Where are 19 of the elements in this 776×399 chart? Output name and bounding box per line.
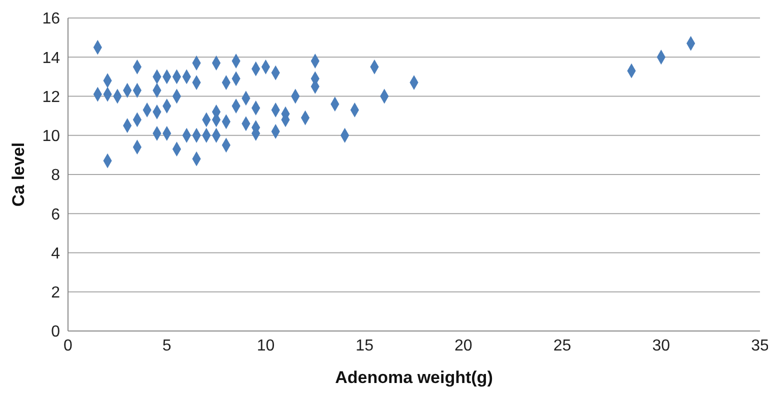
y-axis-title: Ca level: [9, 142, 28, 207]
x-tick-label: 20: [454, 337, 472, 354]
x-axis-title: Adenoma weight(g): [335, 368, 493, 388]
y-tick-label: 0: [51, 324, 60, 341]
x-tick-label: 30: [652, 337, 670, 354]
x-tick-label: 5: [162, 337, 172, 354]
x-tick-label: 15: [356, 337, 374, 354]
x-tick-label: 0: [64, 337, 73, 354]
x-tick-label: 35: [751, 337, 769, 354]
y-tick-label: 14: [42, 50, 60, 67]
y-tick-label: 8: [51, 167, 60, 184]
y-tick-label: 16: [42, 10, 60, 28]
y-tick-label: 10: [42, 128, 60, 146]
y-tick-label: 6: [51, 206, 60, 224]
y-tick-label: 4: [51, 245, 60, 262]
y-tick-label: 12: [42, 88, 60, 106]
x-tick-label: 10: [256, 337, 275, 354]
y-tick-label: 2: [51, 284, 60, 302]
x-tick-label: 25: [553, 337, 572, 354]
